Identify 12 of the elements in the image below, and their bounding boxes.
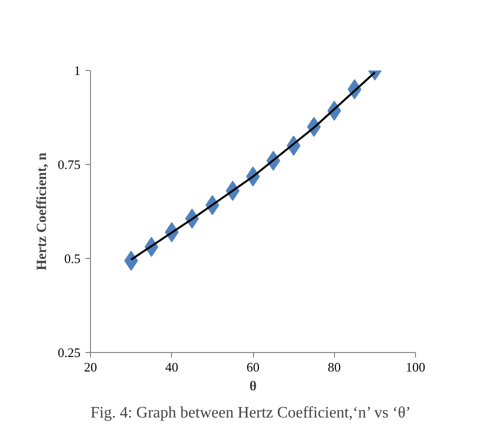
x-tick-label: 80 <box>328 360 341 374</box>
y-tick-label: 0.5 <box>64 251 80 266</box>
x-tick-label: 100 <box>406 360 426 374</box>
y-tick-label: 1 <box>74 63 80 78</box>
y-tick-label: 0.25 <box>58 345 80 360</box>
y-tick-label: 0.75 <box>58 157 80 172</box>
x-tick-label: 60 <box>246 360 260 374</box>
x-axis-title: θ <box>249 380 257 394</box>
x-tick-label: 40 <box>165 360 178 374</box>
x-tick-label: 20 <box>84 360 97 374</box>
caption: Fig. 4: Graph between Hertz Coefficient,‘n’ vs ‘θ’ <box>90 404 411 422</box>
y-axis-title: Hertz Coefficient, n <box>34 152 50 270</box>
